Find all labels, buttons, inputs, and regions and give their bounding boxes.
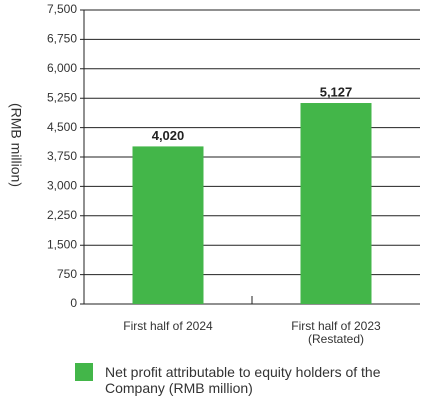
y-tick-label: 4,500: [47, 120, 77, 134]
legend-label: Net profit attributable to equity holder…: [105, 364, 381, 396]
x-tick-label: First half of 2023 (Restated): [291, 319, 381, 346]
bar: [300, 103, 372, 304]
y-tick-label: 6,000: [47, 61, 77, 75]
bar: [132, 146, 204, 304]
y-tick-label: 5,250: [47, 90, 77, 104]
y-axis-label: (RMB million): [8, 103, 24, 187]
y-tick-label: 3,750: [47, 149, 77, 163]
y-tick-label: 0: [70, 296, 77, 310]
y-tick-label: 7,500: [47, 2, 77, 16]
y-tick-label: 1,500: [47, 237, 77, 251]
data-label: 4,020: [152, 128, 185, 143]
data-label: 5,127: [320, 84, 353, 99]
y-tick-label: 3,000: [47, 179, 77, 193]
x-tick-label: First half of 2024: [123, 319, 213, 333]
y-tick-label: 750: [57, 267, 77, 281]
y-tick-label: 2,250: [47, 208, 77, 222]
legend-swatch: [75, 363, 93, 381]
y-tick-label: 6,750: [47, 32, 77, 46]
